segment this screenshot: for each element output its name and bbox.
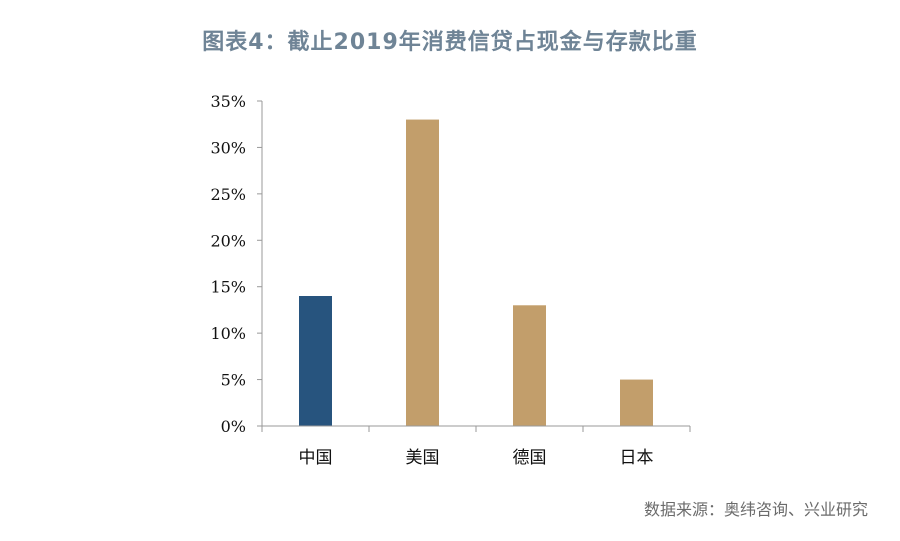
bar [299, 296, 332, 426]
y-tick-label: 35% [210, 92, 246, 111]
y-tick-label: 10% [210, 324, 246, 343]
bar [513, 305, 546, 426]
bar [620, 379, 653, 426]
y-tick-label: 15% [210, 278, 246, 297]
category-labels: 中国 美国 德国 日本 [299, 448, 654, 468]
y-tick-label: 0% [221, 417, 246, 436]
y-tick-label: 25% [210, 185, 246, 204]
x-axis-ticks [261, 426, 691, 432]
y-tick-label: 20% [210, 231, 246, 250]
y-tick-label: 5% [221, 371, 246, 390]
chart-title: 图表4：截止2019年消费信贷占现金与存款比重 [202, 30, 698, 55]
y-axis-ticks: 0% 5% 10% 15% 20% 25% 30% 35% [210, 92, 262, 436]
category-label: 中国 [299, 448, 333, 468]
category-label: 日本 [620, 448, 654, 468]
bar [406, 119, 439, 427]
bars [299, 119, 653, 427]
category-label: 美国 [406, 448, 440, 468]
category-label: 德国 [513, 448, 547, 468]
y-tick-label: 30% [210, 138, 246, 157]
data-source: 数据来源：奥纬咨询、兴业研究 [643, 500, 868, 519]
